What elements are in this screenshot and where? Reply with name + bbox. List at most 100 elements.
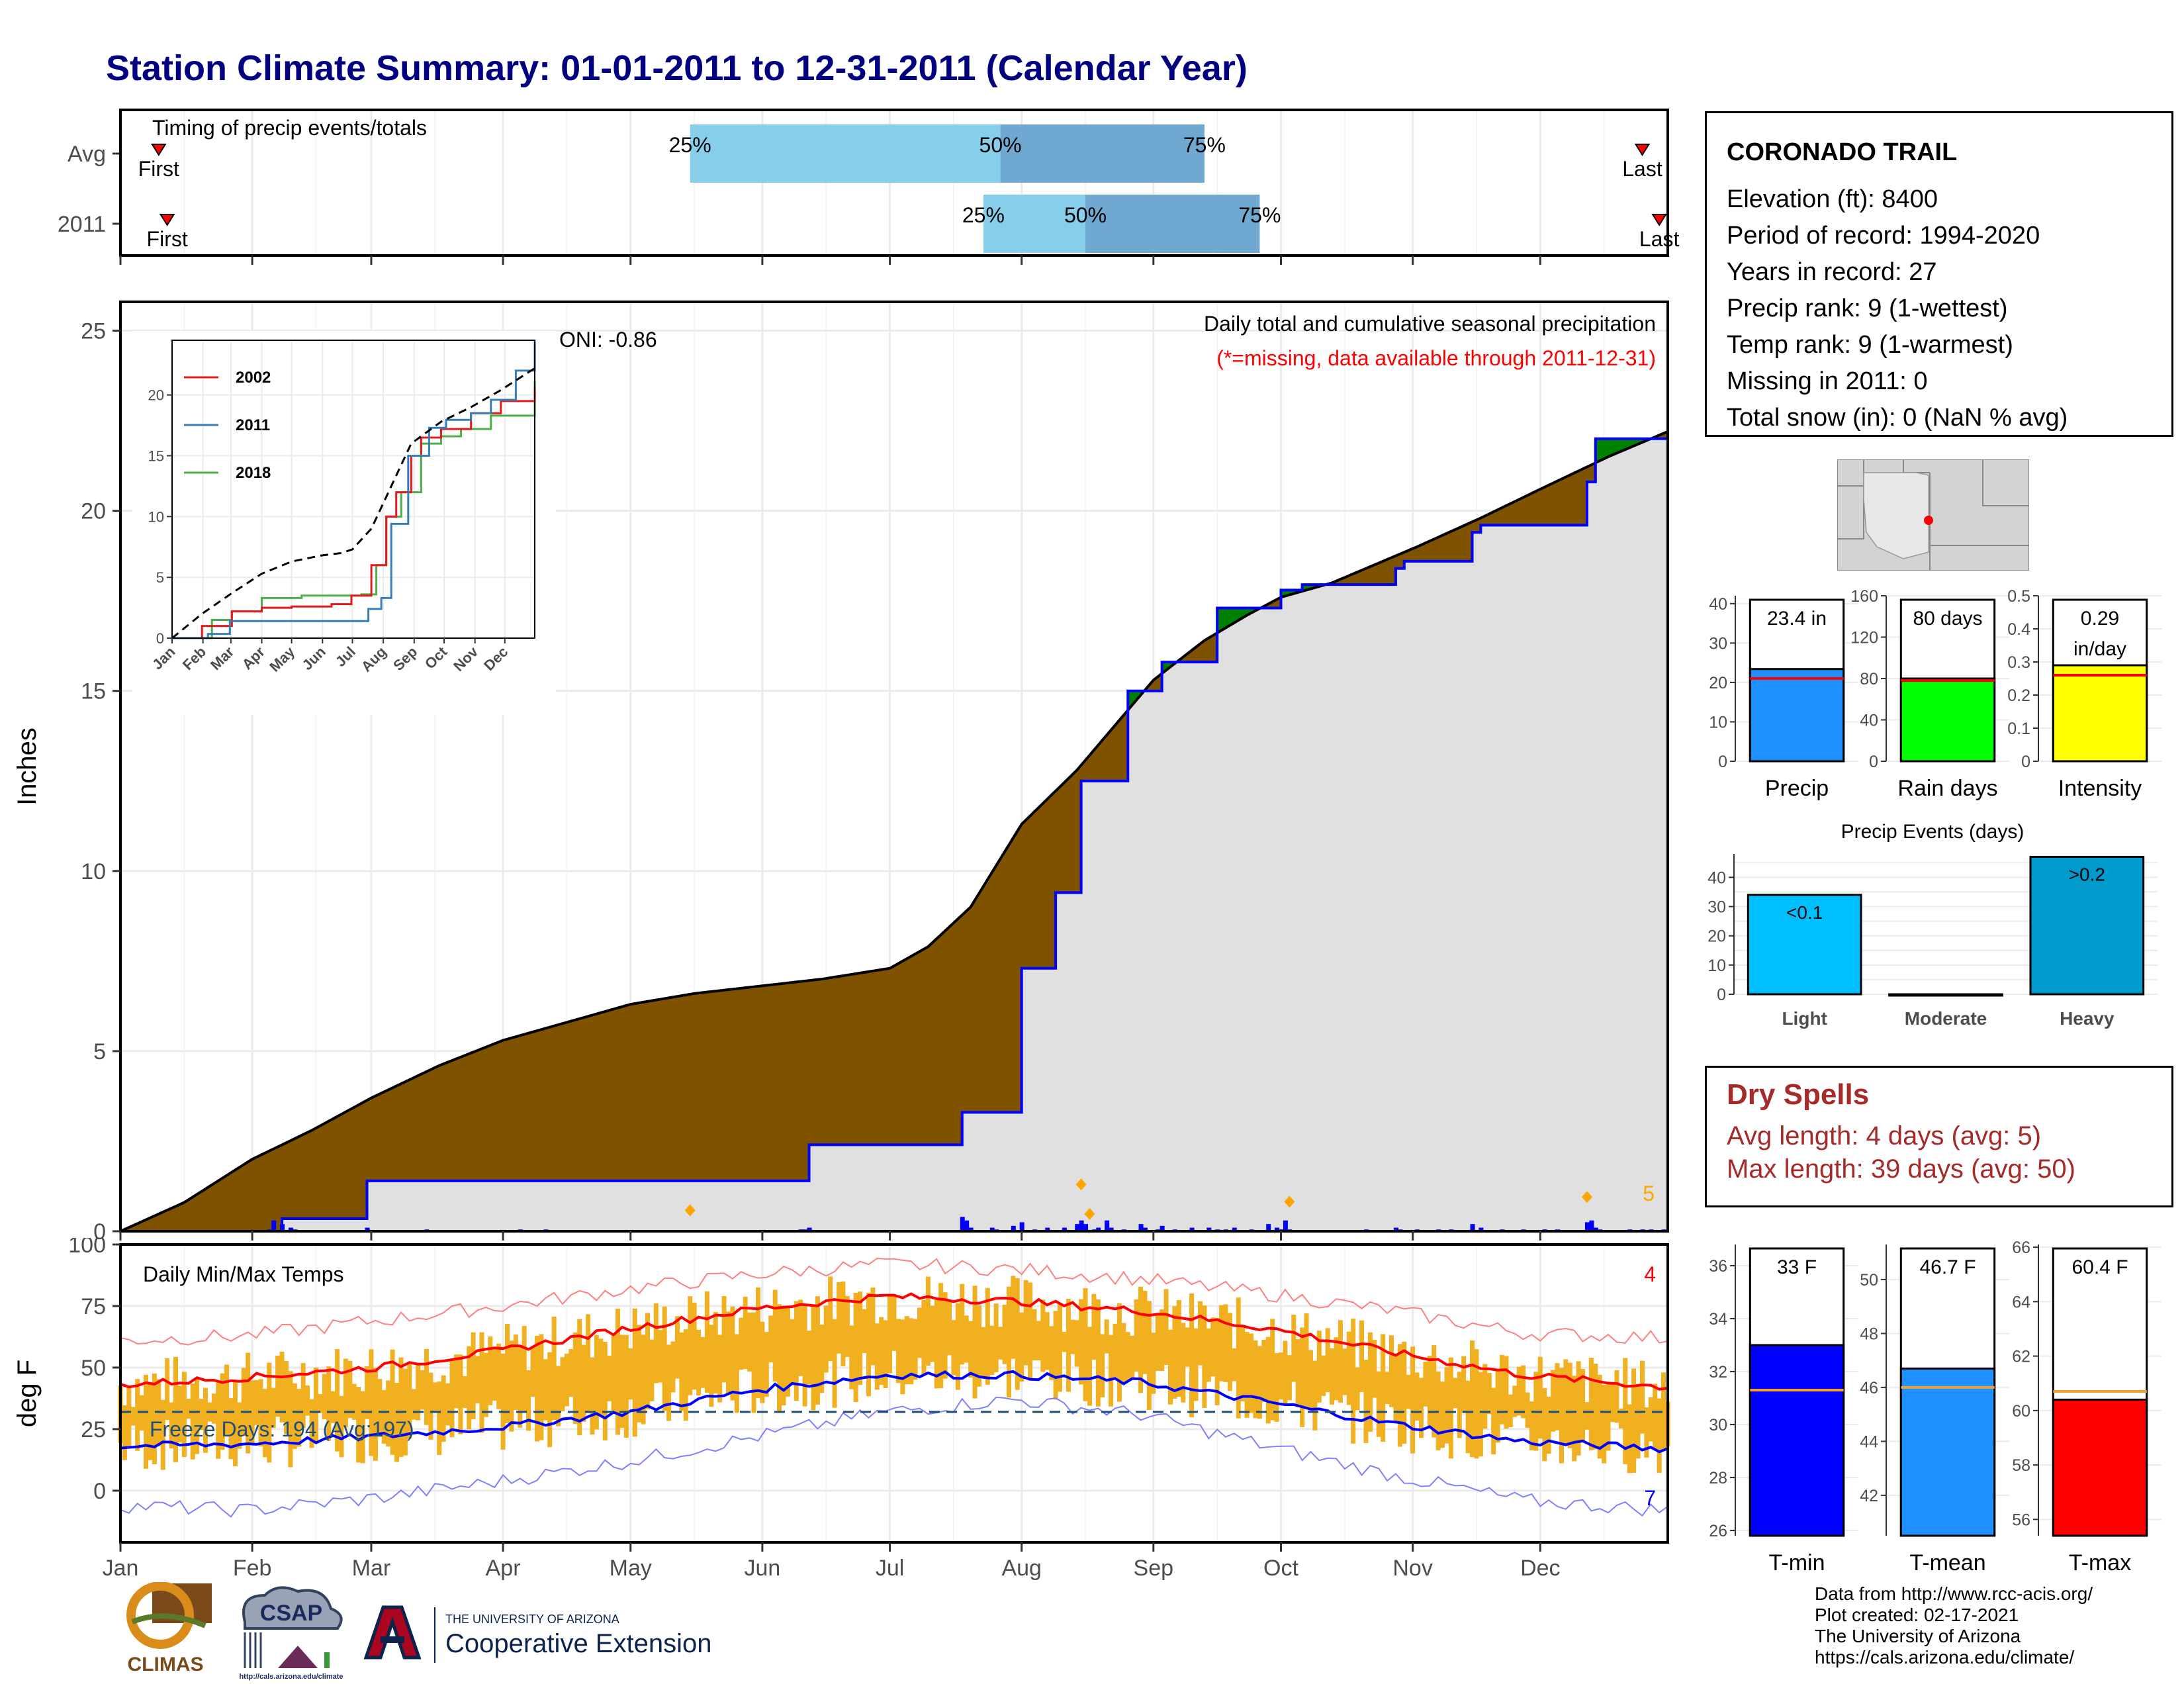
temp-daily-range [237,1402,242,1449]
temp-daily-range [1300,1327,1305,1427]
temp-daily-range [1572,1376,1577,1462]
temp-daily-range [360,1391,365,1464]
temp-daily-range [1113,1323,1118,1378]
summary-ytick-label: 46 [1860,1379,1878,1397]
temp-daily-range [1500,1354,1504,1425]
temp-daily-range [837,1282,841,1354]
precip-daily-bar [989,1227,995,1231]
temp-daily-range [1537,1356,1543,1439]
temp-daily-range [1631,1368,1637,1473]
precip-daily-bar [1083,1224,1089,1231]
temp-daily-range [1461,1356,1467,1413]
temp-daily-range [1053,1311,1058,1400]
summary-ytick-label: 32 [1709,1363,1727,1382]
temp-daily-range [416,1364,421,1421]
temp-daily-range [496,1343,502,1409]
temp-daily-range [203,1387,208,1453]
precip-daily-bar [1105,1220,1110,1231]
temp-daily-range [1355,1367,1360,1411]
temp-daily-range [802,1304,807,1407]
temp-daily-range [934,1299,939,1389]
temp-daily-range [181,1372,187,1458]
precip-ytick-label: 20 [81,499,106,524]
temp-daily-range [394,1383,399,1462]
temp-daily-range [913,1319,918,1380]
temp-daily-range [152,1373,157,1464]
summary-value-label: 46.7 F [1919,1256,1976,1278]
timing-label-last: Last [1639,227,1680,251]
temp-daily-range [1265,1336,1271,1424]
temp-daily-range [232,1381,238,1467]
temp-daily-range [1197,1301,1203,1366]
temp-daily-range [1312,1360,1318,1430]
summary-category: T-mean [1909,1550,1985,1575]
temp-daily-range [743,1296,748,1370]
credit-url: https://cals.arizona.edu/climate/ [1815,1647,2075,1667]
precip-deficit-area [124,431,1668,1231]
temp-daily-range [173,1356,178,1462]
timing-category: 2011 [58,212,106,237]
events-category: Light [1782,1008,1827,1029]
events-bar-light [1747,894,1862,996]
temp-daily-range [598,1338,604,1415]
temp-daily-range [895,1319,901,1383]
events-bar-heavy [2029,855,2145,996]
summary-category: T-min [1769,1550,1825,1575]
temp-daily-range [1402,1341,1407,1444]
summary-ytick-label: 50 [1860,1271,1878,1289]
precip-daily-bar [1138,1224,1144,1231]
temp-daily-range [543,1359,548,1421]
temp-daily-range [420,1370,425,1410]
temp-daily-range [615,1309,620,1435]
temp-daily-range [267,1362,272,1463]
temp-daily-range [1181,1323,1186,1403]
precip-daily-bar [1079,1220,1084,1231]
temp-daily-range [721,1295,727,1383]
temp-daily-range [666,1344,672,1421]
precip-events-chart: Precip Events (days) <0.1 Light Moderate >0.… [1707,821,2158,1029]
temp-daily-range [709,1325,714,1407]
temp-frame [119,1243,1669,1544]
precip-daily-bar [280,1224,285,1231]
inset-ytick-label: 20 [148,387,164,404]
precip-daily-bar [1232,1227,1237,1231]
temp-daily-range [1414,1372,1420,1421]
temp-daily-range [1023,1280,1028,1366]
temp-daily-range [441,1375,446,1442]
summary-ytick-label: 56 [2012,1511,2030,1529]
temp-daily-range [335,1348,340,1452]
temp-daily-range [611,1333,616,1411]
temp-daily-range [318,1393,323,1413]
temp-daily-range [1478,1372,1483,1457]
temp-daily-range [560,1357,565,1411]
temp-daily-range [964,1315,969,1363]
summary-value-label: in/day [2073,638,2126,660]
precip-record-marker [1284,1196,1295,1208]
temp-daily-range [683,1329,688,1421]
temp-daily-range [1155,1313,1160,1372]
inset-ytick-label: 5 [156,569,164,586]
inset-legend-label: 2011 [236,416,270,434]
events-ytick-label: 0 [1717,986,1726,1004]
temp-daily-range [632,1308,637,1437]
temp-daily-range [645,1313,650,1410]
precip-ytick-label: 10 [81,859,106,884]
temp-daily-range [1418,1378,1424,1438]
temp-daily-range [1168,1329,1173,1405]
temp-daily-range [751,1312,756,1413]
temp-daily-range [1614,1370,1619,1423]
temp-daily-range [1588,1358,1594,1450]
temp-daily-range [1525,1392,1530,1429]
credit-university: The University of Arizona [1815,1626,2021,1646]
temp-daily-range [879,1317,884,1385]
temp-daily-range [309,1399,314,1448]
summary-category: T-max [2069,1550,2131,1575]
events-category: Heavy [2060,1008,2115,1029]
temp-daily-range [1470,1340,1475,1458]
temp-daily-range [815,1296,820,1405]
temp-daily-range [866,1292,871,1397]
temp-daily-range [930,1305,935,1362]
temp-daily-range [1653,1383,1658,1449]
temp-daily-range [1091,1293,1097,1360]
temp-daily-range [1338,1320,1343,1403]
